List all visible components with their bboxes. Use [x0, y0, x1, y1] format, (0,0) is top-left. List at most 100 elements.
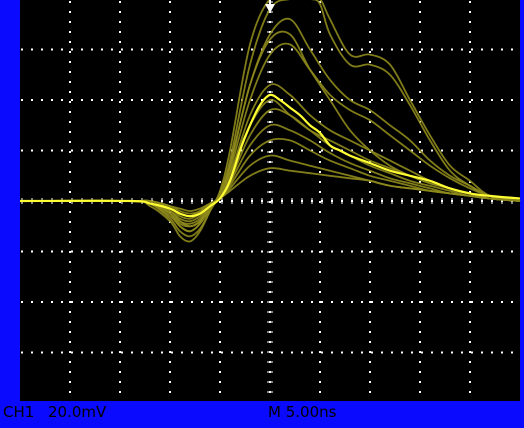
grid-dot: [51, 48, 53, 51]
grid-dot: [121, 99, 123, 101]
grid-dot: [369, 351, 371, 353]
grid-dot: [369, 301, 371, 303]
grid-dot: [371, 250, 373, 253]
grid-dot: [169, 151, 171, 153]
grid-dot: [219, 271, 221, 273]
grid-dot: [469, 291, 471, 293]
grid-dot: [469, 161, 471, 163]
grid-dot: [201, 250, 203, 253]
grid-dot: [319, 221, 321, 223]
grid-dot: [211, 250, 213, 253]
grid-dot: [431, 149, 433, 152]
grid-dot: [369, 61, 371, 63]
grid-dot: [301, 149, 303, 152]
grid-dot: [419, 151, 421, 153]
grid-dot: [101, 149, 103, 152]
grid-dot: [219, 231, 221, 233]
grid-dot: [219, 51, 221, 53]
grid-dot: [369, 261, 371, 263]
grid-dot: [191, 301, 193, 303]
grid-dot: [131, 250, 133, 253]
grid-dot: [231, 351, 233, 354]
grid-dot: [169, 241, 171, 243]
grid-dot: [119, 1, 121, 3]
grid-dot: [219, 101, 221, 103]
grid-dot: [471, 48, 473, 51]
grid-dot: [169, 11, 171, 13]
grid-dot: [219, 21, 221, 23]
grid-dot: [431, 48, 433, 51]
grid-dot: [469, 41, 471, 43]
grid-dot: [419, 261, 421, 263]
grid-dot: [131, 48, 133, 51]
grid-dot: [351, 351, 353, 354]
grid-dot: [219, 41, 221, 43]
grid-dot: [261, 99, 263, 101]
grid-dot: [319, 11, 321, 13]
grid-dot: [69, 71, 71, 73]
grid-dot: [369, 51, 371, 53]
grid-dot: [319, 391, 321, 393]
grid-dot: [311, 250, 313, 253]
grid-dot: [69, 271, 71, 273]
grid-dot: [69, 121, 71, 123]
grid-dot: [119, 51, 121, 53]
grid-dot: [201, 351, 203, 354]
grid-dot: [319, 271, 321, 273]
grid-dot: [119, 11, 121, 13]
grid-dot: [391, 250, 393, 253]
grid-dot: [419, 1, 421, 3]
grid-dot: [369, 101, 371, 103]
grid-dot: [511, 250, 513, 253]
grid-dot: [319, 181, 321, 183]
grid-dot: [219, 91, 221, 93]
grid-dot: [119, 241, 121, 243]
grid-dot: [119, 361, 121, 363]
grid-dot: [469, 121, 471, 123]
grid-dot: [491, 250, 493, 253]
grid-dot: [119, 341, 121, 343]
grid-dot: [419, 241, 421, 243]
grid-dot: [371, 351, 373, 354]
grid-dot: [69, 251, 71, 253]
grid-dot: [169, 301, 171, 303]
grid-dot: [119, 141, 121, 143]
grid-dot: [169, 361, 171, 363]
grid-dot: [369, 281, 371, 283]
grid-dot: [319, 91, 321, 93]
grid-dot: [369, 391, 371, 393]
grid-dot: [219, 81, 221, 83]
grid-dot: [351, 250, 353, 253]
grid-dot: [401, 351, 403, 354]
grid-dot: [369, 311, 371, 313]
persistence-trace: [19, 123, 521, 220]
grid-dot: [201, 99, 203, 101]
grid-dot: [271, 48, 273, 51]
grid-dot: [291, 250, 293, 253]
grid-dot: [469, 251, 471, 253]
grid-dot: [469, 21, 471, 23]
grid-dot: [161, 250, 163, 253]
grid-dot: [419, 71, 421, 73]
grid-dot: [369, 271, 371, 273]
grid-dot: [119, 101, 121, 103]
grid-dot: [319, 151, 321, 153]
grid-dot: [191, 149, 193, 152]
grid-dot: [491, 149, 493, 152]
grid-dot: [319, 161, 321, 163]
grid-dot: [31, 301, 33, 303]
grid-dot: [321, 351, 323, 354]
grid-dot: [31, 351, 33, 354]
grid-dot: [81, 149, 83, 152]
grid-dot: [169, 341, 171, 343]
grid-dot: [119, 311, 121, 313]
grid-dot: [419, 391, 421, 393]
grid-dot: [169, 321, 171, 323]
grid-dot: [111, 149, 113, 152]
grid-dot: [419, 291, 421, 293]
grid-dot: [151, 149, 153, 152]
grid-dot: [211, 301, 213, 303]
grid-dot: [469, 231, 471, 233]
grid-dot: [69, 281, 71, 283]
grid-dot: [469, 321, 471, 323]
